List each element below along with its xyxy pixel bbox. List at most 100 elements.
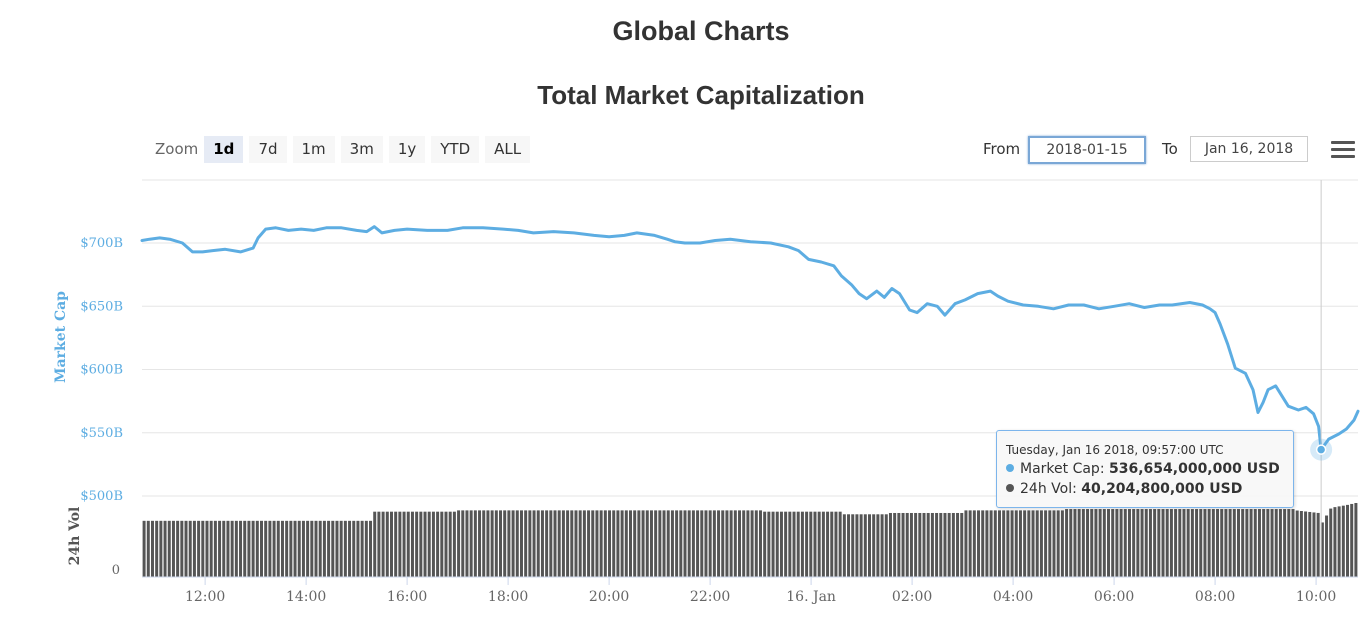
volume-bar [339,520,343,577]
zoom-all-button[interactable]: ALL [485,135,531,163]
y-tick-label: $700B [80,236,123,251]
volume-bar [712,510,716,577]
volume-bar [1350,503,1354,577]
tooltip-dot-icon [1006,484,1014,492]
volume-bar [708,510,712,577]
volume-bar [461,510,465,577]
volume-bar [377,511,381,577]
volume-bar [779,511,783,577]
volume-bar [968,510,972,577]
volume-bar [926,512,930,577]
volume-bar [289,520,293,577]
volume-bar [725,510,729,577]
y-tick-label: $650B [80,299,123,314]
volume-bar [1207,509,1211,577]
range-to-input[interactable]: Jan 16, 2018 [1190,136,1308,162]
volume-bar [457,510,461,577]
chart-title: Total Market Capitalization [537,80,865,110]
volume-bar [624,510,628,577]
range-to-label: To [1162,140,1178,158]
volume-bar [733,510,737,577]
volume-bar [322,520,326,577]
volume-bar [440,511,444,577]
volume-bar [738,510,742,577]
tooltip-label: 24h Vol: [1020,481,1077,497]
zoom-1y-button[interactable]: 1y [388,135,426,163]
volume-bar [729,510,733,577]
zoom-1m-button[interactable]: 1m [292,135,335,163]
volume-bar [675,510,679,577]
volume-bar [1006,510,1010,577]
volume-bar [654,510,658,577]
volume-bar [1014,510,1018,577]
volume-bar [985,510,989,577]
volume-bar [591,510,595,577]
volume-bar [486,510,490,577]
volume-bar [398,511,402,577]
volume-bar [1236,509,1240,577]
x-tick-label: 02:00 [892,589,932,605]
volume-bar [1195,509,1199,577]
volume-bar [188,520,192,577]
volume-bar [830,511,834,577]
y-tick-label: $500B [80,489,123,504]
volume-bar [603,510,607,577]
volume-bar [1241,509,1245,577]
volume-bar [1257,509,1261,577]
volume-bar [1119,509,1123,577]
volume-bar [587,510,591,577]
volume-bar [834,511,838,577]
volume-bar [838,511,842,577]
volume-bar [318,520,322,577]
volume-bar [540,510,544,577]
volume-bar [813,511,817,577]
volume-bar [222,520,226,577]
volume-bar [1102,509,1106,577]
zoom-label: Zoom [155,140,199,158]
volume-bar [1312,512,1316,577]
volume-bar [1035,510,1039,577]
volume-bar [872,514,876,577]
volume-bar [1295,510,1299,577]
volume-bar [595,510,599,577]
hover-point[interactable] [1315,444,1327,455]
y-tick-label: $550B [80,426,123,441]
zoom-3m-button[interactable]: 3m [340,135,383,163]
zoom-ytd-button[interactable]: YTD [431,135,480,163]
volume-bar [771,511,775,577]
x-tick-label: 04:00 [993,589,1033,605]
volume-bar [750,510,754,577]
volume-bar [763,511,767,577]
volume-bar [406,511,410,577]
volume-bar [545,510,549,577]
volume-bar [1266,509,1270,577]
zoom-7d-button[interactable]: 7d [249,135,287,163]
volume-bar [490,510,494,577]
volume-bar [817,511,821,577]
tooltip-header: Tuesday, Jan 16 2018, 09:57:00 UTC [1006,443,1224,457]
volume-bar [415,511,419,577]
volume-bar [306,520,310,577]
volume-bar [1002,510,1006,577]
volume-bar [775,511,779,577]
chart-menu-icon[interactable] [1331,141,1355,159]
volume-bar [1161,509,1165,577]
volume-bar [427,511,431,577]
x-tick-label: 06:00 [1094,589,1134,605]
x-tick-label: 12:00 [185,589,225,605]
volume-bar [410,511,414,577]
volume-bar [847,514,851,577]
volume-bar [1262,509,1266,577]
volume-bar [742,510,746,577]
volume-bar [1098,509,1102,577]
volume-bar [549,510,553,577]
volume-bar [327,520,331,577]
zoom-1d-button[interactable]: 1d [204,135,244,163]
volume-bar [1174,509,1178,577]
volume-bar [1337,506,1341,577]
volume-bar [314,520,318,577]
tooltip: Tuesday, Jan 16 2018, 09:57:00 UTC Marke… [996,430,1294,508]
volume-bar [876,514,880,577]
range-from-input[interactable]: 2018-01-15 [1028,136,1146,164]
